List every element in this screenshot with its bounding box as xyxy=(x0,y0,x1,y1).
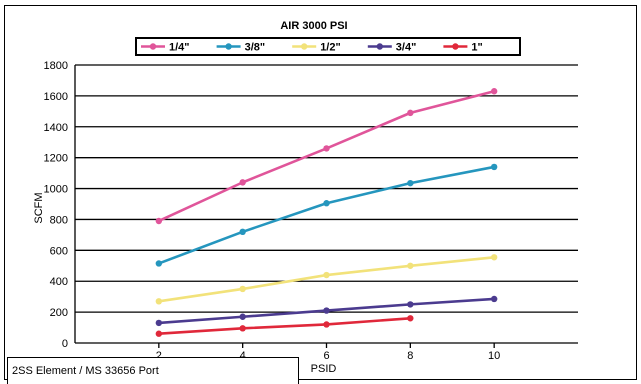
data-point-series-0 xyxy=(155,217,163,225)
legend-label: 3/8" xyxy=(245,42,266,54)
data-point-series-0 xyxy=(239,179,246,186)
series-line-1 xyxy=(158,165,495,265)
data-point-series-0 xyxy=(407,109,414,117)
data-point-series-3 xyxy=(323,307,330,314)
data-point-series-4 xyxy=(407,315,414,322)
legend-swatch-marker-0 xyxy=(149,43,157,50)
data-point-series-3 xyxy=(239,313,246,320)
legend-swatch-marker-1 xyxy=(225,43,232,50)
legend-label: 1/2" xyxy=(320,42,341,54)
data-point-series-3 xyxy=(155,319,163,327)
data-point-series-1 xyxy=(155,260,163,267)
data-point-series-2 xyxy=(490,254,498,261)
series-line-4 xyxy=(158,316,411,336)
chart-frame xyxy=(4,5,637,380)
legend-swatch-marker-2 xyxy=(301,43,308,50)
y-tick-label: 0 xyxy=(62,338,68,350)
data-point-series-0 xyxy=(490,88,498,95)
data-point-series-0 xyxy=(323,145,330,152)
data-point-series-2 xyxy=(155,298,163,305)
chart-title: AIR 3000 PSI xyxy=(280,20,347,32)
y-tick-label: 1200 xyxy=(44,153,68,165)
data-point-series-4 xyxy=(239,325,246,332)
legend-label: 1" xyxy=(471,42,482,54)
data-point-series-1 xyxy=(407,179,414,187)
legend-label: 3/4" xyxy=(396,42,417,54)
legend-swatch-marker-4 xyxy=(452,43,459,50)
series-line-2 xyxy=(158,255,495,303)
data-point-series-2 xyxy=(239,285,246,293)
legend-box xyxy=(135,37,521,56)
x-tick-label: 6 xyxy=(323,350,329,362)
y-tick-label: 1000 xyxy=(44,184,68,196)
y-tick-label: 400 xyxy=(50,276,68,288)
x-tick-label: 2 xyxy=(156,350,162,362)
data-point-series-4 xyxy=(323,321,330,328)
y-tick-label: 1800 xyxy=(44,60,68,72)
data-point-series-4 xyxy=(155,330,163,337)
legend-label: 1/4" xyxy=(169,42,190,54)
legend-swatch-marker-3 xyxy=(376,43,383,50)
data-point-series-1 xyxy=(239,228,246,235)
data-point-series-3 xyxy=(407,301,414,308)
data-point-series-2 xyxy=(407,262,414,269)
data-point-series-1 xyxy=(323,200,330,207)
y-tick-label: 600 xyxy=(50,245,68,257)
y-tick-label: 200 xyxy=(50,307,68,319)
y-tick-label: 1400 xyxy=(44,122,68,134)
x-tick-label: 10 xyxy=(488,350,500,362)
y-tick-label: 800 xyxy=(50,214,68,226)
y-tick-label: 1600 xyxy=(44,91,68,103)
x-tick-label: 4 xyxy=(240,350,246,362)
x-tick-label: 8 xyxy=(407,350,413,362)
data-point-series-3 xyxy=(490,295,498,303)
data-point-series-1 xyxy=(490,163,498,171)
footer-caption: 2SS Element / MS 33656 Port xyxy=(7,357,299,384)
footer-label: 2SS Element / MS 33656 Port xyxy=(12,365,159,377)
data-point-series-2 xyxy=(323,271,330,279)
x-axis-label: PSID xyxy=(311,363,337,375)
y-axis-label: SCFM xyxy=(33,192,45,223)
